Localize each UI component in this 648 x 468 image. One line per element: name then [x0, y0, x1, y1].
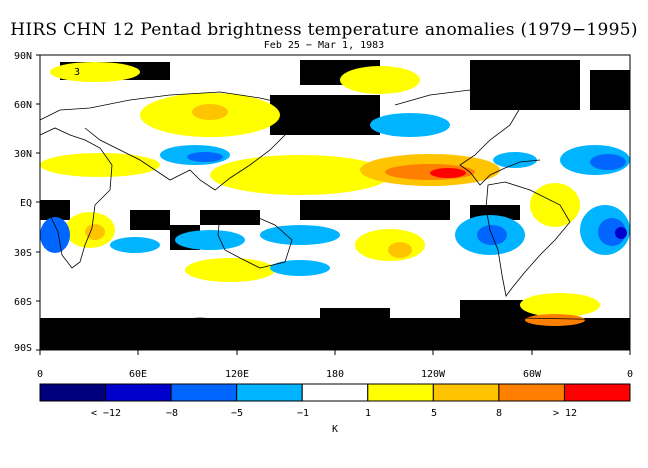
lon-tick-label: 60W	[523, 369, 542, 380]
colorbar-label: 8	[496, 408, 502, 419]
lat-tick: 60N	[14, 100, 40, 111]
cold-anomaly	[110, 237, 160, 253]
lat-tick-label: 60S	[14, 297, 32, 308]
map-subtitle: Feb 25 − Mar 1, 1983	[263, 40, 385, 51]
north-america-coast	[394, 89, 541, 186]
missing-data-region	[300, 200, 450, 220]
lat-tick-label: 90S	[14, 343, 32, 354]
latitude-axis: 90N 60N 30N EQ 30S 60S 90S	[14, 51, 40, 354]
colorbar-swatch	[301, 383, 369, 402]
cold-anomaly	[598, 218, 626, 246]
colorbar-unit: K	[332, 424, 338, 435]
lat-tick: 30S	[14, 248, 40, 259]
warm-anomaly	[388, 242, 412, 258]
missing-data-region	[470, 60, 580, 110]
longitude-axis: 0 60E 120E 180 120W 60W 0	[37, 350, 633, 380]
lat-tick-label: EQ	[20, 198, 32, 209]
colorbar-label: < −12	[91, 408, 121, 419]
lat-tick-label: 30S	[14, 248, 32, 259]
cold-anomaly	[370, 113, 450, 137]
warm-anomaly	[192, 104, 228, 120]
lat-tick: 90N	[14, 51, 40, 62]
colorbar-label: −1	[297, 408, 309, 419]
missing-data-region	[320, 308, 390, 320]
map-title: HIRS CHN 12 Pentad brightness temperatur…	[10, 20, 638, 40]
cold-anomaly	[590, 154, 626, 170]
colorbar-label: −8	[166, 408, 178, 419]
warm-anomaly	[530, 183, 580, 227]
panel-marker: 3	[74, 67, 80, 78]
africa-coast	[39, 127, 113, 269]
lon-tick: 0	[627, 350, 633, 380]
colorbar-swatch	[236, 383, 303, 402]
lon-tick-label: 120E	[225, 369, 249, 380]
colorbar-swatch	[367, 383, 434, 402]
missing-data-region	[460, 300, 540, 318]
colorbar-swatch	[39, 383, 107, 402]
lat-tick: 30N	[14, 149, 40, 160]
colorbar-swatch	[498, 383, 565, 402]
missing-data-region	[200, 210, 260, 225]
lon-tick: 180	[326, 350, 344, 380]
lon-tick-label: 180	[326, 369, 344, 380]
cold-anomaly	[40, 217, 70, 253]
warm-anomaly	[210, 155, 390, 195]
missing-data-region	[130, 210, 170, 230]
colorbar: < −12 −8 −5 −1 1 5 8 > 12 K	[39, 383, 631, 435]
lon-tick: 60W	[523, 350, 542, 380]
cold-anomaly	[260, 225, 340, 245]
colorbar-swatch	[432, 383, 500, 402]
lat-tick-label: 90N	[14, 51, 32, 62]
lon-tick: 0	[37, 350, 43, 380]
lat-tick: 60S	[14, 297, 40, 308]
colorbar-label: 1	[365, 408, 371, 419]
warm-anomaly	[525, 314, 585, 326]
lon-tick-label: 120W	[421, 369, 446, 380]
colorbar-swatch	[170, 383, 238, 402]
colorbar-labels: < −12 −8 −5 −1 1 5 8 > 12	[91, 408, 577, 419]
warm-anomaly	[50, 62, 140, 82]
warm-anomaly	[520, 293, 600, 317]
lon-tick-label: 0	[37, 369, 43, 380]
warm-anomaly	[85, 224, 105, 240]
cold-anomaly	[493, 152, 537, 168]
lon-tick-label: 0	[627, 369, 633, 380]
colorbar-swatch	[563, 383, 631, 402]
antarctica-coast	[39, 317, 631, 323]
cold-anomaly	[187, 152, 223, 162]
cold-anomaly	[175, 230, 245, 250]
lon-tick: 120E	[225, 350, 249, 380]
warm-anomaly	[340, 66, 420, 94]
colorbar-label: 5	[431, 408, 437, 419]
missing-data-region	[270, 95, 380, 135]
missing-data-region	[590, 70, 630, 110]
anomaly-field	[40, 60, 630, 350]
warm-anomaly	[185, 258, 275, 282]
cold-anomaly	[615, 227, 627, 239]
colorbar-label: −5	[231, 408, 243, 419]
map-panel: 3	[39, 54, 631, 351]
lat-tick-label: 60N	[14, 100, 32, 111]
south-america-coast	[485, 181, 571, 297]
colorbar-boxes	[39, 383, 631, 402]
eurasia-coast	[39, 91, 301, 191]
coastlines	[39, 89, 631, 323]
lon-tick-label: 60E	[129, 369, 147, 380]
australia-coast	[217, 211, 293, 269]
warm-anomaly	[430, 168, 466, 178]
lon-tick: 60E	[129, 350, 147, 380]
lat-tick-label: 30N	[14, 149, 32, 160]
cold-anomaly	[270, 260, 330, 276]
lat-tick: EQ	[20, 198, 40, 209]
lon-tick: 120W	[421, 350, 446, 380]
lat-tick: 90S	[14, 343, 40, 354]
missing-data-region	[40, 200, 70, 220]
colorbar-label: > 12	[553, 408, 577, 419]
warm-anomaly	[355, 229, 425, 261]
warm-anomaly	[40, 153, 160, 177]
colorbar-swatch	[105, 383, 172, 402]
